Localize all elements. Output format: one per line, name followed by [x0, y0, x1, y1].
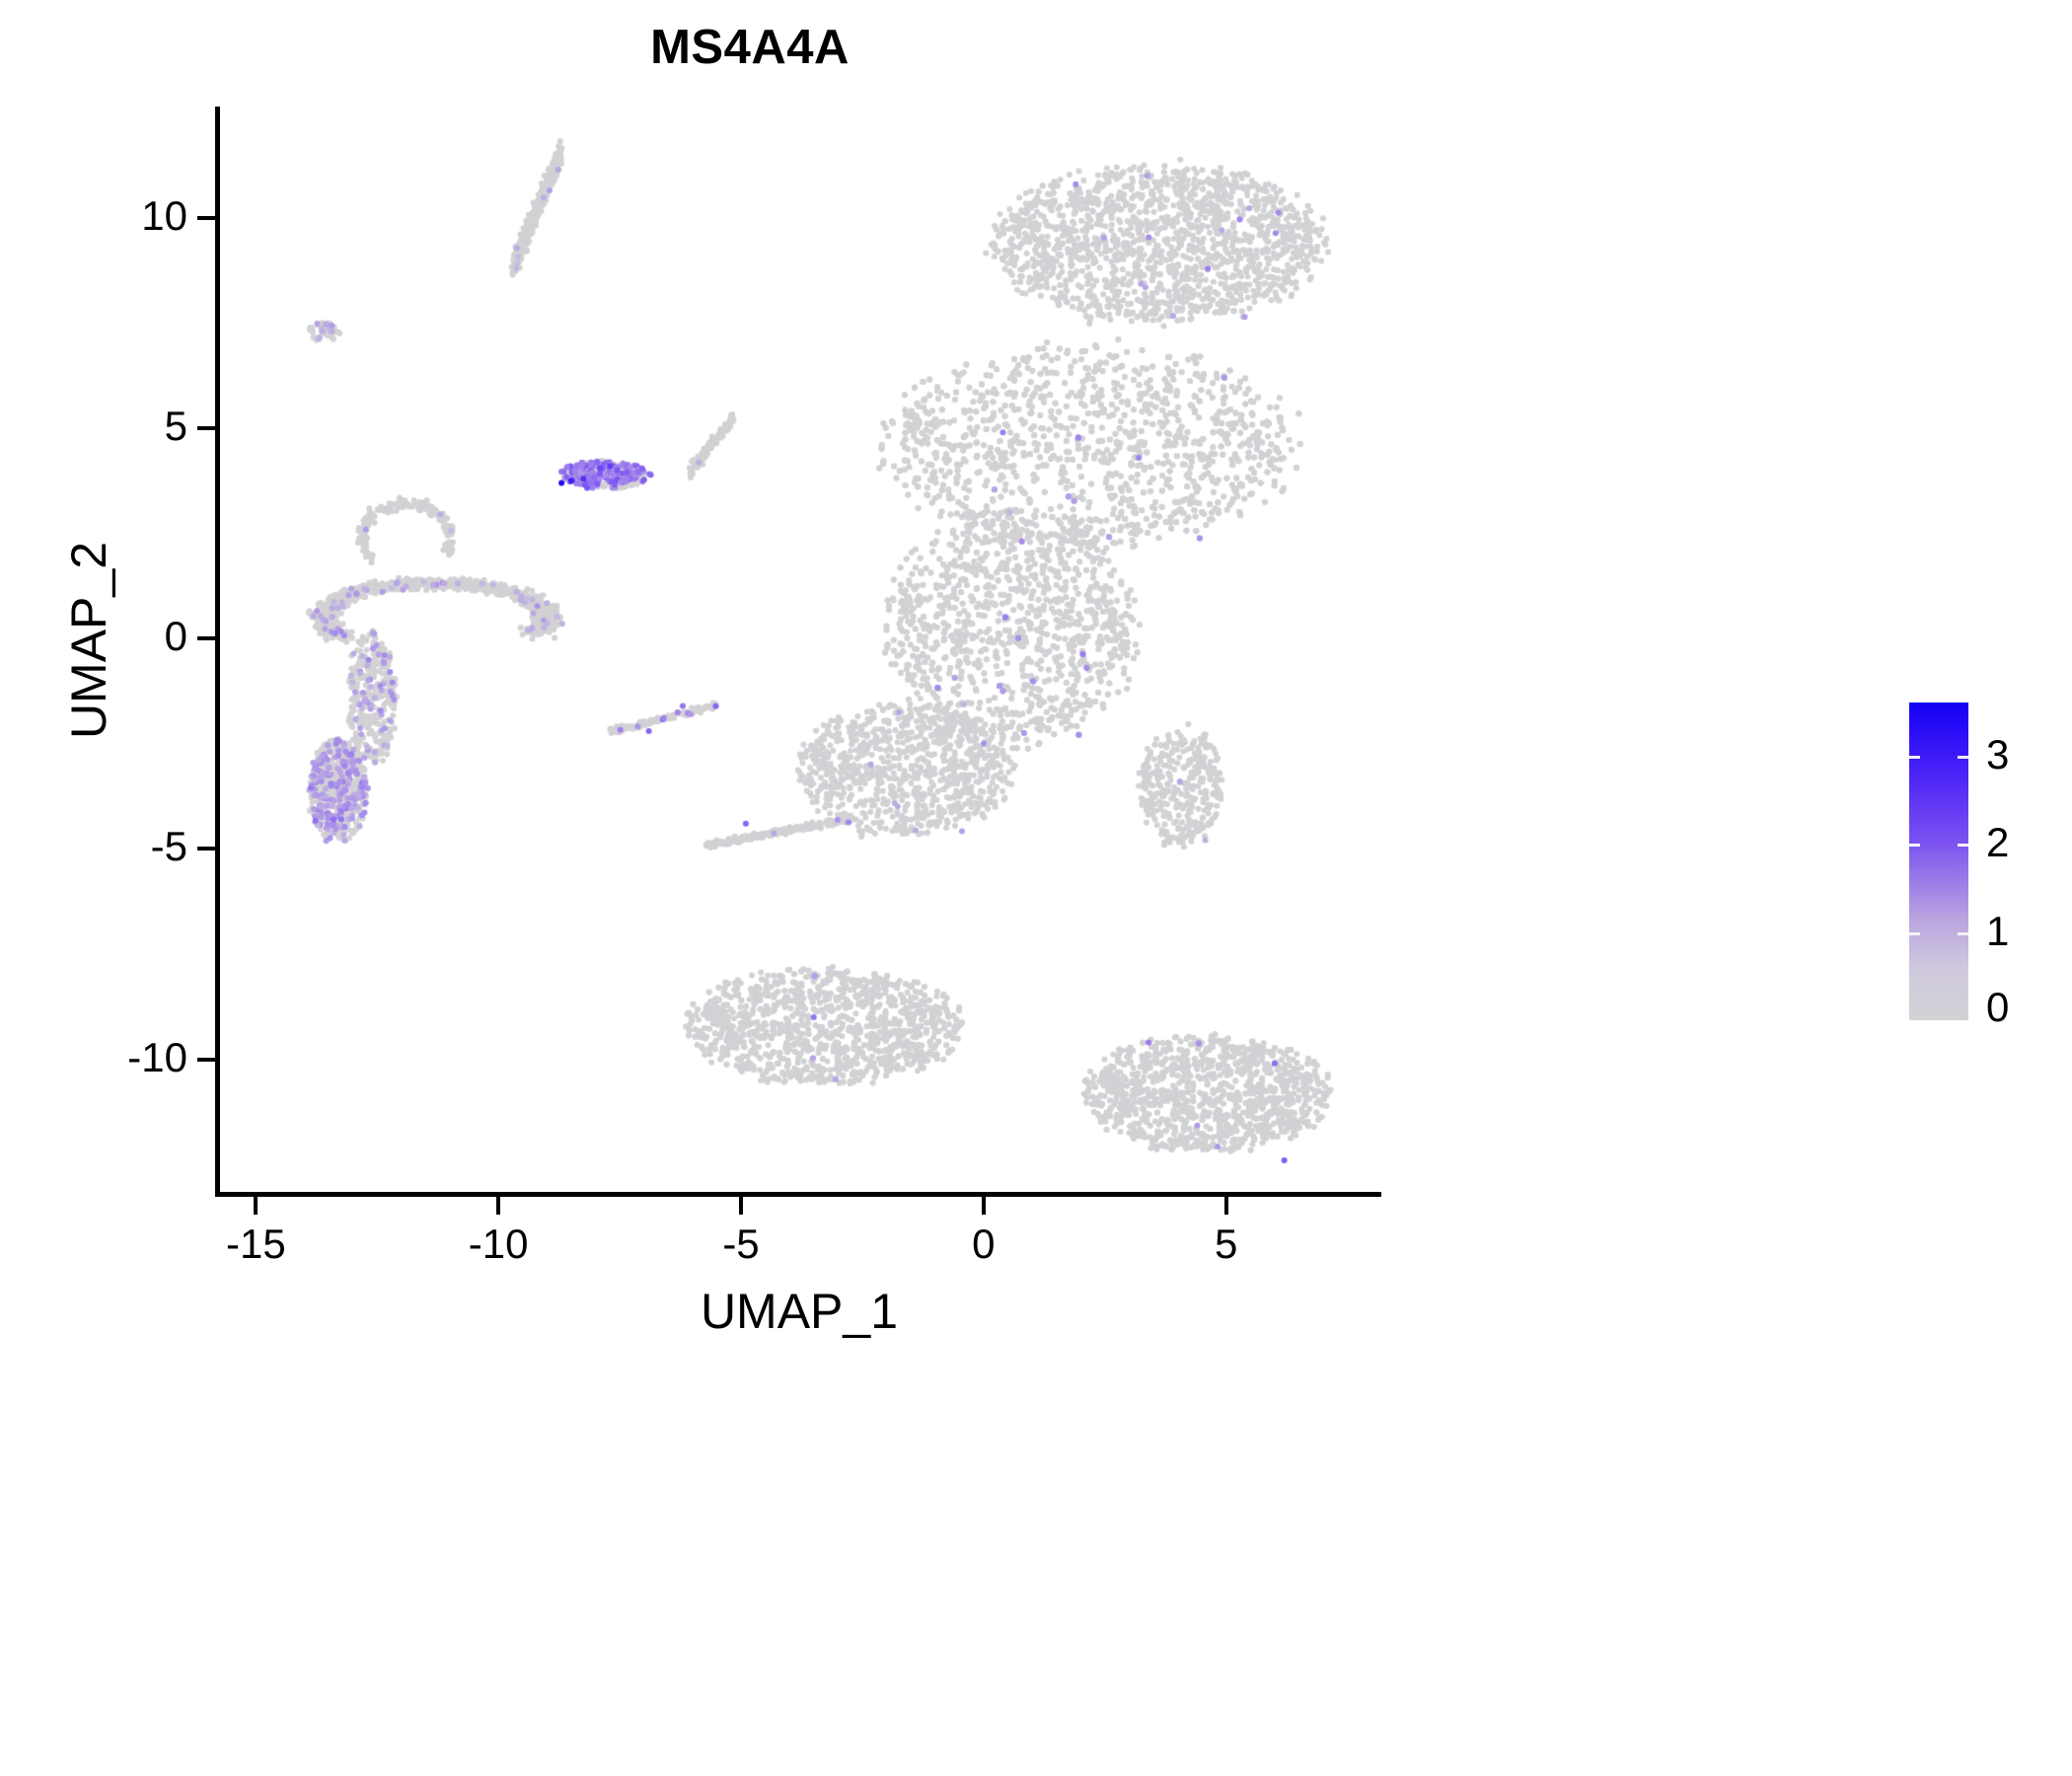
y-tick-mark [197, 215, 215, 220]
x-tick-mark [254, 1197, 259, 1215]
y-tick-mark [197, 426, 215, 431]
y-tick-mark [197, 636, 215, 641]
x-tick-label: 5 [1214, 1221, 1238, 1267]
colorbar-tick-mark [1958, 755, 1968, 759]
y-axis-line [215, 107, 220, 1196]
y-tick-mark [197, 847, 215, 851]
x-axis-title: UMAP_1 [700, 1284, 899, 1339]
colorbar-tick-label: 1 [1986, 907, 2010, 954]
scatter-plot-canvas [217, 109, 1381, 1194]
colorbar-gradient [1909, 703, 1968, 1020]
x-axis-line [215, 1192, 1381, 1197]
x-tick-label: -15 [225, 1221, 286, 1267]
x-tick-mark [981, 1197, 986, 1215]
colorbar-tick-label: 0 [1986, 984, 2010, 1030]
colorbar-tick-mark [1909, 844, 1920, 848]
x-tick-mark [496, 1197, 501, 1215]
x-tick-label: 0 [972, 1221, 996, 1267]
colorbar-tick-label: 3 [1986, 730, 2010, 777]
colorbar-tick-label: 2 [1986, 819, 2010, 866]
x-tick-label: -10 [468, 1221, 529, 1267]
colorbar-tick-mark [1958, 931, 1968, 935]
y-axis-title: UMAP_2 [61, 541, 116, 740]
x-tick-mark [739, 1197, 743, 1215]
colorbar-tick-mark [1909, 755, 1920, 759]
y-tick-label: 0 [164, 613, 187, 660]
y-tick-label: 5 [164, 403, 187, 450]
x-tick-label: -5 [722, 1221, 760, 1267]
x-tick-mark [1223, 1197, 1228, 1215]
colorbar-legend: 3 2 1 0 [1909, 703, 2067, 1028]
y-tick-mark [197, 1057, 215, 1062]
y-tick-label: 10 [141, 191, 187, 239]
page-title: MS4A4A [650, 21, 850, 74]
y-tick-label: -5 [150, 823, 187, 870]
colorbar-tick-mark [1909, 931, 1920, 935]
colorbar-tick-mark [1958, 844, 1968, 848]
y-tick-label: -10 [127, 1033, 187, 1080]
